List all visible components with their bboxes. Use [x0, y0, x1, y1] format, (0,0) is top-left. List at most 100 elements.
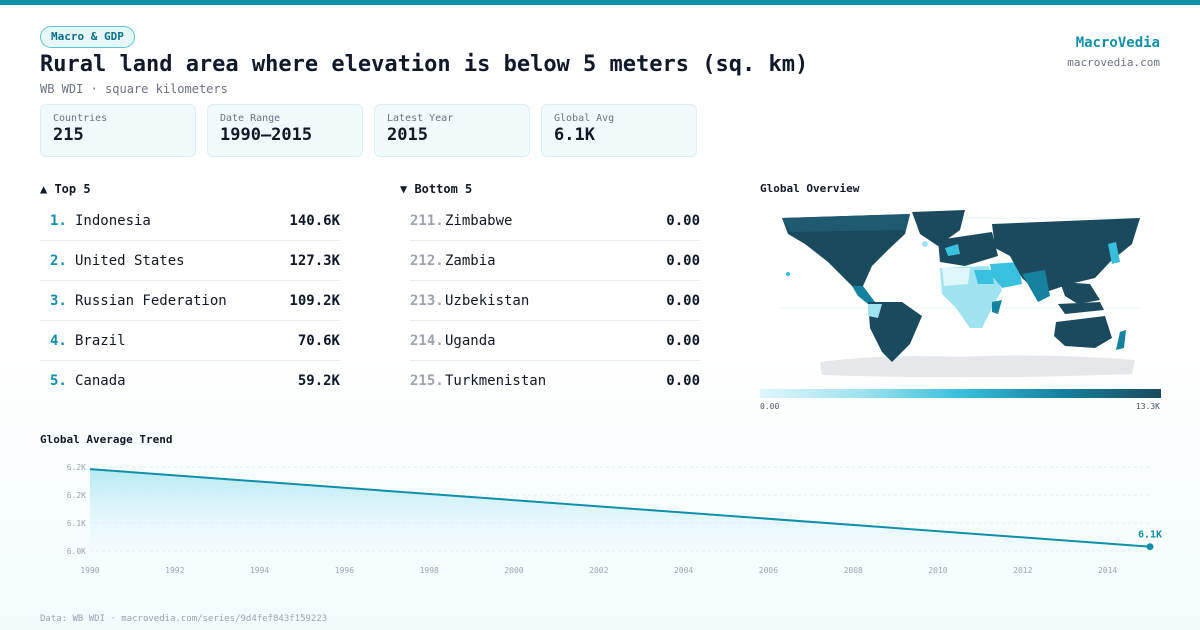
country-value: 140.6K	[289, 213, 340, 229]
country-value: 0.00	[666, 333, 700, 349]
region-indonesia[interactable]	[1058, 302, 1104, 314]
list-item[interactable]: 5. Canada 59.2K	[40, 361, 340, 401]
region-south-america[interactable]	[868, 302, 922, 362]
category-badge[interactable]: Macro & GDP	[40, 26, 135, 48]
page-title: Rural land area where elevation is below…	[40, 52, 809, 77]
rank-number: 4.	[50, 333, 67, 349]
top5-heading: ▲ Top 5	[40, 182, 91, 196]
map-legend-gradient	[760, 389, 1161, 398]
list-item[interactable]: 1. Indonesia 140.6K	[40, 201, 340, 241]
region-andes[interactable]	[868, 304, 882, 318]
region-australia[interactable]	[1054, 316, 1112, 348]
top-accent-bar	[0, 0, 1200, 5]
y-tick-label: 6.2K	[67, 491, 86, 500]
region-greenland[interactable]	[912, 210, 965, 246]
x-tick-label: 1994	[250, 566, 269, 575]
region-sahara[interactable]	[942, 268, 970, 286]
y-tick-label: 6.2K	[67, 463, 86, 472]
country-name: Zambia	[445, 253, 496, 269]
country-name: Canada	[75, 373, 126, 389]
rank-number: 2.	[50, 253, 67, 269]
country-name: Uganda	[445, 333, 496, 349]
rank-number: 214.	[410, 333, 444, 349]
y-tick-label: 6.1K	[67, 519, 86, 528]
region-canada[interactable]	[782, 214, 910, 232]
x-tick-label: 1990	[80, 566, 99, 575]
stat-value: 6.1K	[554, 125, 595, 145]
list-item[interactable]: 2. United States 127.3K	[40, 241, 340, 281]
region-new-zealand[interactable]	[1116, 330, 1126, 350]
country-name: United States	[75, 253, 185, 269]
country-value: 109.2K	[289, 293, 340, 309]
stat-card-countries: Countries 215	[40, 104, 196, 157]
y-tick-label: 6.0K	[67, 547, 86, 556]
stat-label: Date Range	[220, 113, 281, 124]
x-tick-label: 2002	[589, 566, 608, 575]
rank-number: 211.	[410, 213, 444, 229]
list-item[interactable]: 215. Turkmenistan 0.00	[410, 361, 700, 401]
map-heading: Global Overview	[760, 182, 860, 195]
list-item[interactable]: 214. Uganda 0.00	[410, 321, 700, 361]
list-item[interactable]: 212. Zambia 0.00	[410, 241, 700, 281]
country-value: 0.00	[666, 253, 700, 269]
brand-url[interactable]: macrovedia.com	[1067, 56, 1160, 69]
y-axis: 6.0K 6.1K 6.2K 6.2K	[67, 463, 86, 556]
x-tick-label: 1996	[335, 566, 354, 575]
region-north-america[interactable]	[782, 214, 910, 286]
region-hawaii[interactable]	[786, 272, 790, 276]
list-item[interactable]: 3. Russian Federation 109.2K	[40, 281, 340, 321]
x-tick-label: 2006	[759, 566, 778, 575]
region-europe[interactable]	[938, 232, 998, 266]
stat-card-latest-year: Latest Year 2015	[374, 104, 530, 157]
top5-list: 1. Indonesia 140.6K 2. United States 127…	[40, 201, 340, 401]
region-middle-east[interactable]	[990, 262, 1022, 288]
country-value: 0.00	[666, 213, 700, 229]
x-tick-label: 2004	[674, 566, 693, 575]
x-axis: 1990 1992 1994 1996 1998 2000 2002 2004 2006 2008…	[80, 566, 1117, 575]
country-name: Indonesia	[75, 213, 151, 229]
region-india[interactable]	[1022, 270, 1050, 302]
world-choropleth-map[interactable]	[760, 204, 1161, 380]
country-value: 0.00	[666, 373, 700, 389]
rank-number: 212.	[410, 253, 444, 269]
region-madagascar[interactable]	[992, 300, 1002, 314]
trend-end-point[interactable]	[1146, 543, 1154, 551]
stat-card-date-range: Date Range 1990–2015	[207, 104, 363, 157]
trend-heading: Global Average Trend	[40, 433, 173, 446]
x-tick-label: 1998	[420, 566, 439, 575]
source-footer: Data: WB WDI · macrovedia.com/series/9d4…	[40, 614, 328, 624]
trend-end-label: 6.1K	[1138, 530, 1162, 541]
country-name: Zimbabwe	[445, 213, 513, 229]
list-item[interactable]: 213. Uzbekistan 0.00	[410, 281, 700, 321]
x-tick-label: 2008	[844, 566, 863, 575]
region-iceland[interactable]	[922, 241, 928, 247]
region-japan[interactable]	[1108, 242, 1120, 264]
rank-number: 3.	[50, 293, 67, 309]
country-value: 70.6K	[297, 333, 340, 349]
region-egypt[interactable]	[974, 270, 994, 284]
country-name: Brazil	[75, 333, 126, 349]
stat-label: Latest Year	[387, 113, 454, 124]
x-tick-label: 1992	[165, 566, 184, 575]
region-antarctica[interactable]	[820, 355, 1135, 378]
stat-card-global-avg: Global Avg 6.1K	[541, 104, 697, 157]
rank-number: 5.	[50, 373, 67, 389]
legend-max-label: 13.3K	[1135, 402, 1160, 411]
trend-chart[interactable]: 6.0K 6.1K 6.2K 6.2K 1990 1992 1994 1996 1998 200…	[0, 450, 1200, 580]
bottom5-list: 211. Zimbabwe 0.00 212. Zambia 0.00 213.…	[410, 201, 700, 401]
stat-label: Global Avg	[554, 113, 615, 124]
region-central-america[interactable]	[852, 286, 875, 304]
x-tick-label: 2000	[504, 566, 523, 575]
stat-value: 1990–2015	[220, 125, 313, 145]
brand-logo[interactable]: MacroVedia	[1075, 35, 1160, 51]
trend-line[interactable]	[89, 468, 1151, 548]
stat-value: 2015	[387, 125, 428, 145]
country-name: Uzbekistan	[445, 293, 530, 309]
region-west-europe[interactable]	[945, 244, 960, 256]
stat-value: 215	[53, 125, 84, 145]
x-tick-label: 2012	[1013, 566, 1032, 575]
region-southeast-asia[interactable]	[1060, 282, 1100, 304]
rank-number: 213.	[410, 293, 444, 309]
list-item[interactable]: 211. Zimbabwe 0.00	[410, 201, 700, 241]
list-item[interactable]: 4. Brazil 70.6K	[40, 321, 340, 361]
